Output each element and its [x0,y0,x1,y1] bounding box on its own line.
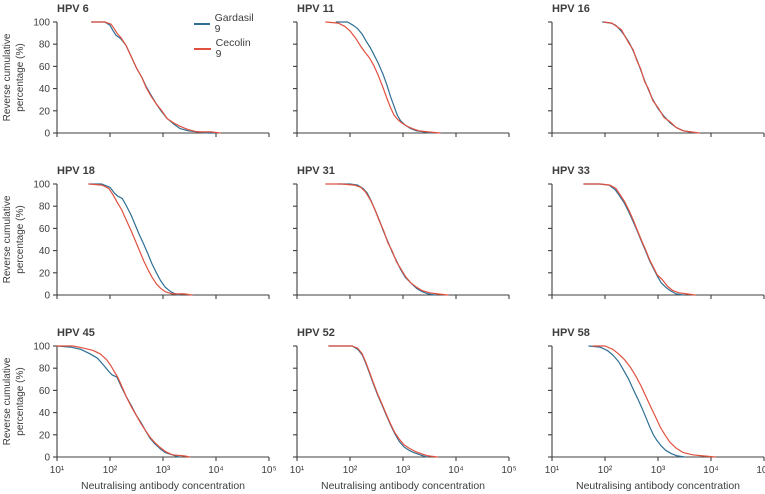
panel-title: HPV 18 [57,165,95,177]
panel-hpv-6: HPV 6 Gardasil 9 Cecolin 9 0 20 40 60 80 100 R… [0,0,270,162]
y-tick-label: 100 [33,180,50,191]
x-axis-title: Neutralising antibody concentration [81,480,245,492]
y-tick-label: 40 [39,84,51,95]
y-tick-label: 40 [39,408,51,419]
y-tick-label: 20 [39,268,51,279]
panel-title: HPV 11 [297,3,335,15]
curve-cecolin-9 [91,21,221,134]
plot-hpv-52: 10¹ 10² 10³ 10⁴ 10⁵ Neutralising antibody con… [290,345,517,492]
panel-title: HPV 31 [297,165,335,177]
curve-cecolin-9 [88,183,193,296]
curve-gardasil-9 [56,345,180,458]
y-tick-label: 40 [39,246,51,257]
curve-cecolin-9 [592,345,716,458]
curve-cecolin-9 [583,183,696,296]
curve-cecolin-9 [603,21,700,134]
panel-title: HPV 58 [552,327,590,339]
curve-cecolin-9 [56,345,191,458]
x-tick-label: 10² [343,465,358,476]
curve-cecolin-9 [328,345,439,458]
legend-item-gardasil-9: Gardasil 9 [194,13,256,35]
panel-hpv-18: HPV 18 0 20 40 60 80 100 Reverse cumulative per… [0,162,270,324]
curve-gardasil-9 [88,183,180,296]
x-tick-label: 10¹ [50,465,65,476]
x-tick-label: 10³ [396,465,411,476]
x-axis-title: Neutralising antibody concentration [321,480,485,492]
panel-title: HPV 6 [57,3,89,15]
plot-hpv-58: 10¹ 10² 10³ 10⁴ 10⁵ Neutralising antibody con… [545,345,765,492]
panel-hpv-11: HPV 11 [255,0,510,162]
x-tick-label: 10⁵ [261,465,276,476]
plot-hpv-31 [293,183,510,299]
gardasil-9-line-swatch [194,23,210,25]
y-axis-title: Reverse cumulative [2,195,13,283]
y-axis-title: percentage (%) [15,43,26,111]
plot-hpv-18: 0 20 40 60 80 100 Reverse cumulative percentage… [2,180,270,302]
curve-gardasil-9 [583,183,684,296]
x-tick-label: 10² [598,465,613,476]
y-axis-title: Reverse cumulative [2,33,13,121]
x-tick-label: 10⁴ [703,465,718,476]
plot-hpv-45: 0 20 40 60 80 100 10¹ 10² 10³ 10⁴ 10⁵ Neutralising … [2,342,277,493]
plot-hpv-11 [293,21,510,137]
curve-cecolin-9 [325,183,449,296]
y-axis-title: percentage (%) [15,205,26,273]
plot-hpv-6: 0 20 40 60 80 100 Reverse cumulative percentage… [2,18,270,140]
panel-hpv-45: HPV 45 0 20 40 60 80 100 10¹ 10² 10³ 10⁴ 10⁵ Neutra… [0,324,277,494]
y-tick-label: 20 [39,430,51,441]
panel-title: HPV 16 [552,3,590,15]
curve-gardasil-9 [328,345,428,458]
x-axis-title: Neutralising antibody concentration [576,480,740,492]
panel-hpv-58: HPV 58 10¹ 10² 10³ 10⁴ 10⁵ Neutralising antib… [510,324,765,494]
panel-hpv-16: HPV 16 [510,0,765,162]
y-axis-title: Reverse cumulative [2,357,13,445]
x-tick-label: 10² [103,465,118,476]
panel-title: HPV 33 [552,165,590,177]
y-tick-label: 0 [44,129,50,140]
x-tick-label: 10⁴ [208,465,223,476]
x-tick-label: 10⁴ [448,465,463,476]
y-tick-label: 0 [44,291,50,302]
x-tick-label: 10⁵ [756,465,765,476]
y-tick-label: 100 [33,342,50,353]
legend-label: Gardasil 9 [214,12,254,35]
y-tick-label: 80 [39,40,51,51]
x-tick-label: 10³ [651,465,666,476]
panel-hpv-33: HPV 33 [510,162,765,324]
y-tick-label: 20 [39,106,51,117]
y-tick-label: 60 [39,224,51,235]
y-tick-label: 100 [33,18,50,29]
y-tick-label: 80 [39,202,51,213]
curve-gardasil-9 [602,21,698,134]
plot-hpv-33 [548,183,765,299]
plot-hpv-16 [548,21,765,137]
y-tick-label: 80 [39,364,51,375]
y-tick-label: 0 [44,453,50,464]
x-tick-label: 10¹ [545,465,560,476]
panel-title: HPV 52 [297,327,335,339]
legend: Gardasil 9 Cecolin 9 [194,13,256,60]
x-tick-label: 10³ [156,465,171,476]
x-tick-label: 10⁵ [501,465,516,476]
legend-item-cecolin-9: Cecolin 9 [194,38,256,60]
panel-hpv-52: HPV 52 10¹ 10² 10³ 10⁴ 10⁵ Neutralising antib… [255,324,517,494]
y-axis-title: percentage (%) [15,367,26,435]
x-tick-label: 10¹ [290,465,305,476]
panel-hpv-31: HPV 31 [255,162,510,324]
legend-label: Cecolin 9 [215,37,251,60]
y-tick-label: 60 [39,386,51,397]
panel-title: HPV 45 [57,327,95,339]
curve-cecolin-9 [325,21,441,134]
cecolin-9-line-swatch [194,48,211,50]
y-tick-label: 60 [39,62,51,73]
curve-gardasil-9 [335,21,433,134]
curve-gardasil-9 [588,345,686,458]
